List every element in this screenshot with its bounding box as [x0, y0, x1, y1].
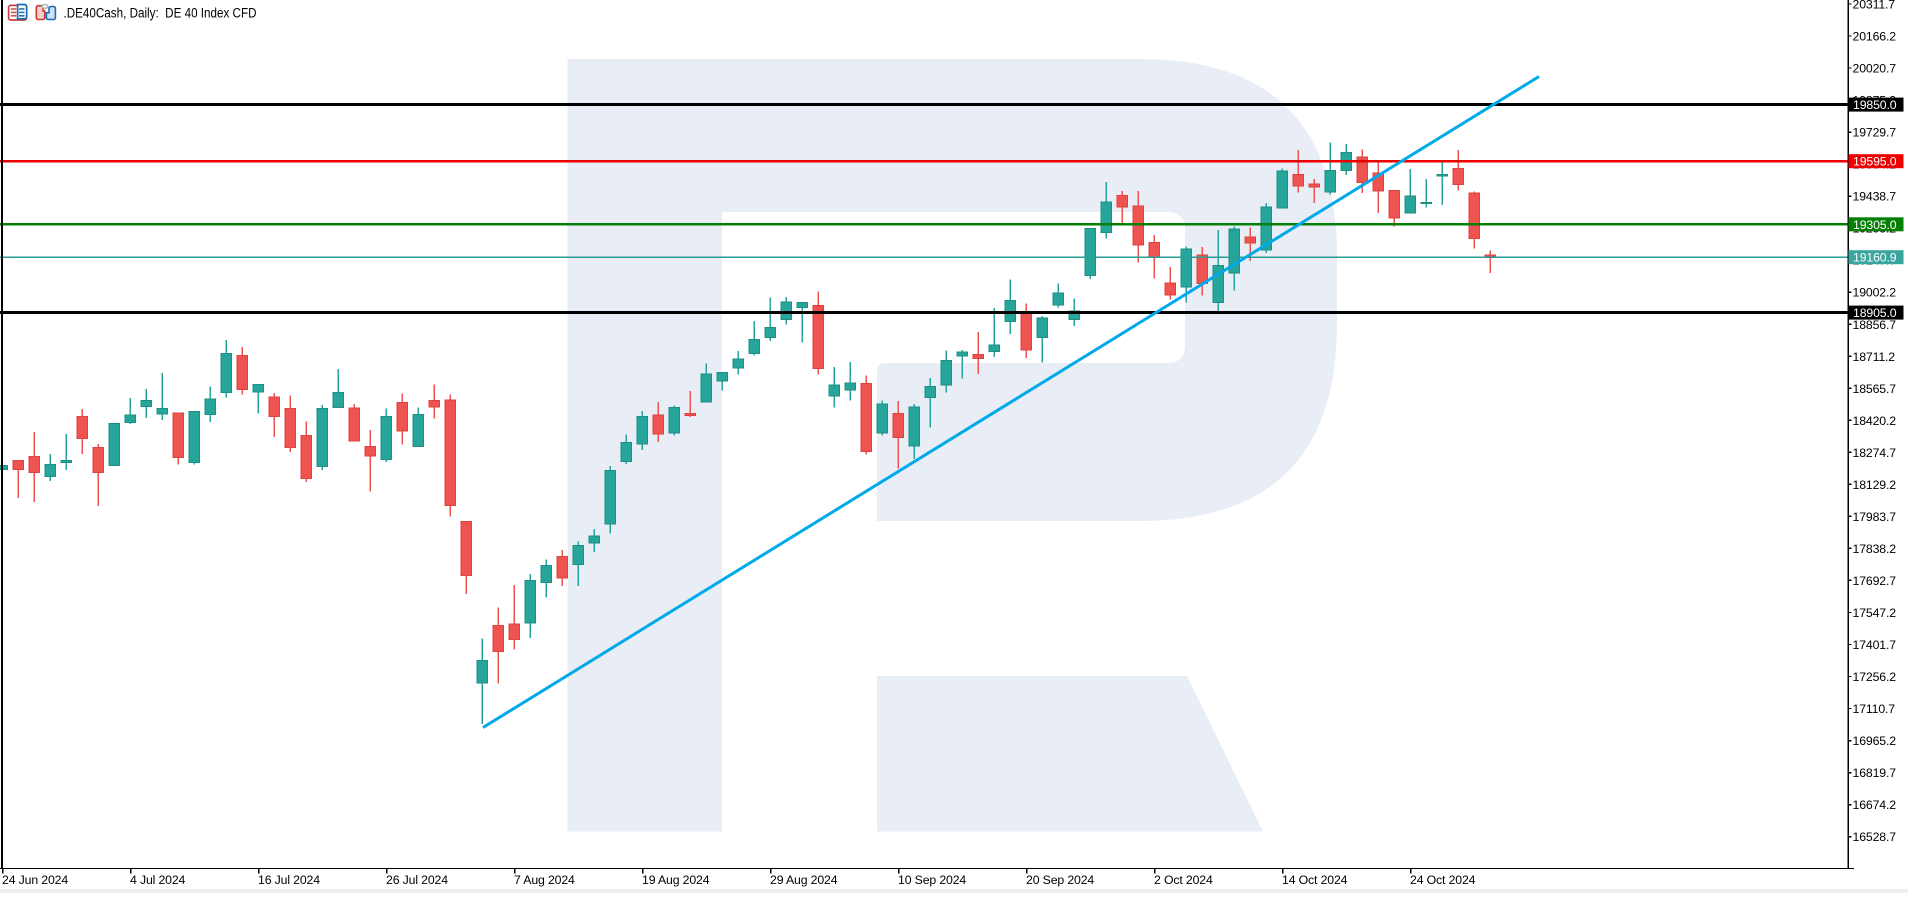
svg-text:29 Aug 2024: 29 Aug 2024 — [770, 873, 838, 887]
svg-text:7 Aug 2024: 7 Aug 2024 — [514, 873, 575, 887]
svg-text:19850.0: 19850.0 — [1853, 98, 1897, 112]
svg-text:20 Sep 2024: 20 Sep 2024 — [1026, 873, 1094, 887]
svg-text:16965.2: 16965.2 — [1853, 734, 1897, 748]
svg-text:17547.2: 17547.2 — [1853, 606, 1897, 620]
svg-text:2 Oct 2024: 2 Oct 2024 — [1154, 873, 1213, 887]
svg-text:20020.7: 20020.7 — [1853, 62, 1897, 76]
svg-text:17256.2: 17256.2 — [1853, 670, 1897, 684]
svg-text:17692.7: 17692.7 — [1853, 574, 1897, 588]
svg-text:18420.2: 18420.2 — [1853, 414, 1897, 428]
svg-text:20311.7: 20311.7 — [1853, 0, 1896, 12]
svg-text:19438.7: 19438.7 — [1853, 190, 1897, 204]
svg-text:19160.9: 19160.9 — [1853, 251, 1897, 265]
svg-text:16 Jul 2024: 16 Jul 2024 — [258, 873, 320, 887]
svg-text:16819.7: 16819.7 — [1853, 766, 1897, 780]
svg-text:18129.2: 18129.2 — [1853, 478, 1897, 492]
svg-text:19729.7: 19729.7 — [1853, 126, 1897, 140]
svg-text:26 Jul 2024: 26 Jul 2024 — [386, 873, 448, 887]
svg-text:19002.2: 19002.2 — [1853, 286, 1897, 300]
svg-text:18905.0: 18905.0 — [1853, 306, 1897, 320]
svg-text:17983.7: 17983.7 — [1853, 510, 1897, 524]
svg-text:16528.7: 16528.7 — [1853, 830, 1897, 844]
svg-text:18274.7: 18274.7 — [1853, 446, 1897, 460]
svg-text:17401.7: 17401.7 — [1853, 638, 1897, 652]
svg-text:4 Jul 2024: 4 Jul 2024 — [130, 873, 186, 887]
svg-text:.DE40Cash, Daily: DE 40 Index: .DE40Cash, Daily: DE 40 Index CFD — [64, 6, 257, 21]
svg-text:24 Jun 2024: 24 Jun 2024 — [2, 873, 68, 887]
svg-text:18565.7: 18565.7 — [1853, 382, 1897, 396]
svg-text:10 Sep 2024: 10 Sep 2024 — [898, 873, 966, 887]
svg-text:20166.2: 20166.2 — [1853, 30, 1897, 44]
svg-text:19595.0: 19595.0 — [1853, 155, 1897, 169]
svg-text:18856.7: 18856.7 — [1853, 318, 1897, 332]
svg-text:19305.0: 19305.0 — [1853, 218, 1897, 232]
svg-text:19 Aug 2024: 19 Aug 2024 — [642, 873, 710, 887]
svg-text:17110.7: 17110.7 — [1853, 702, 1896, 716]
svg-text:16674.2: 16674.2 — [1853, 798, 1897, 812]
svg-text:24 Oct 2024: 24 Oct 2024 — [1410, 873, 1476, 887]
svg-text:17838.2: 17838.2 — [1853, 542, 1897, 556]
svg-text:14 Oct 2024: 14 Oct 2024 — [1282, 873, 1348, 887]
svg-text:18711.2: 18711.2 — [1853, 350, 1896, 364]
